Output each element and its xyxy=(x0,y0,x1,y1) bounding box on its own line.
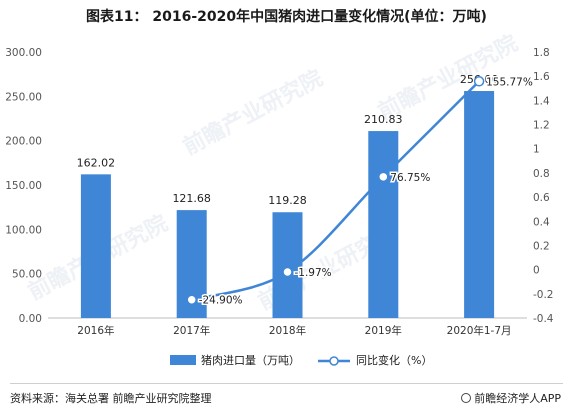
legend-swatch-bar xyxy=(170,355,196,365)
right-axis-tick-label: -0.4 xyxy=(533,313,554,325)
x-axis-tick-label: 2016年 xyxy=(77,324,114,337)
left-axis-tick-label: 300.00 xyxy=(5,47,42,59)
right-axis-tick-label: 0.2 xyxy=(533,240,550,252)
left-axis-tick-label: 150.00 xyxy=(5,180,42,192)
line-value-label: 155.77% xyxy=(486,76,533,88)
line-point xyxy=(378,171,389,183)
line-point xyxy=(473,76,485,87)
left-axis-tick-label: 200.00 xyxy=(5,136,42,148)
footer-source: 资料来源：海关总署 前瞻产业研究院整理 xyxy=(10,392,212,405)
bar xyxy=(368,131,399,318)
line-value-label: -24.90% xyxy=(199,295,243,307)
right-axis-tick-label: -0.2 xyxy=(533,289,554,301)
x-axis-tick-label: 2019年 xyxy=(365,324,402,337)
footer-brand: 前瞻经济学人APP xyxy=(461,390,561,406)
x-axis-tick-label: 2017年 xyxy=(173,324,210,337)
right-axis-tick-label: 1 xyxy=(533,144,540,156)
line-point xyxy=(282,266,293,278)
right-axis-tick-label: 1.2 xyxy=(533,120,550,132)
line-value-label: 76.75% xyxy=(390,172,430,184)
footer-brand-label: 前瞻经济学人APP xyxy=(474,392,561,405)
legend-label-bar: 猪肉进口量（万吨） xyxy=(201,354,300,367)
bar-value-label: 210.83 xyxy=(364,113,403,126)
right-axis-tick-label: 1.8 xyxy=(533,47,550,59)
right-axis-tick-label: 0.8 xyxy=(533,168,550,180)
left-axis-tick-label: 250.00 xyxy=(5,91,42,103)
x-axis-tick-label: 2020年1-7月 xyxy=(447,324,512,337)
bar xyxy=(464,91,495,318)
series-line xyxy=(191,80,480,301)
left-axis-tick-label: 50.00 xyxy=(12,269,42,281)
line-point xyxy=(186,294,197,305)
right-axis-tick-label: 0.6 xyxy=(533,192,550,204)
bar-value-label: 121.68 xyxy=(172,192,211,205)
legend-swatch-point xyxy=(329,356,339,366)
legend-label-line: 同比变化（%） xyxy=(356,353,432,367)
left-axis-tick-label: 0.00 xyxy=(19,313,42,325)
line-value-label: -1.97% xyxy=(295,267,332,279)
footer-divider xyxy=(10,383,563,384)
x-axis-tick-label: 2018年 xyxy=(269,324,306,337)
bar xyxy=(80,174,111,318)
right-axis-tick-label: 1.6 xyxy=(533,71,550,83)
chart-title: 图表11： 2016-2020年中国猪肉进口量变化情况(单位：万吨) xyxy=(86,9,487,25)
right-axis-tick-label: 0.4 xyxy=(533,216,550,228)
bar-value-label: 162.02 xyxy=(77,156,116,169)
brand-logo-icon xyxy=(461,393,472,403)
right-axis-tick-label: 1.4 xyxy=(533,95,550,107)
chart: 0.00 50.00 100.00 150.00 200.00 250.00 300.00 -… xyxy=(5,47,554,367)
right-axis-tick-label: 0 xyxy=(533,265,540,277)
bar-value-label: 119.28 xyxy=(268,194,307,207)
left-axis-tick-label: 100.00 xyxy=(5,224,42,236)
